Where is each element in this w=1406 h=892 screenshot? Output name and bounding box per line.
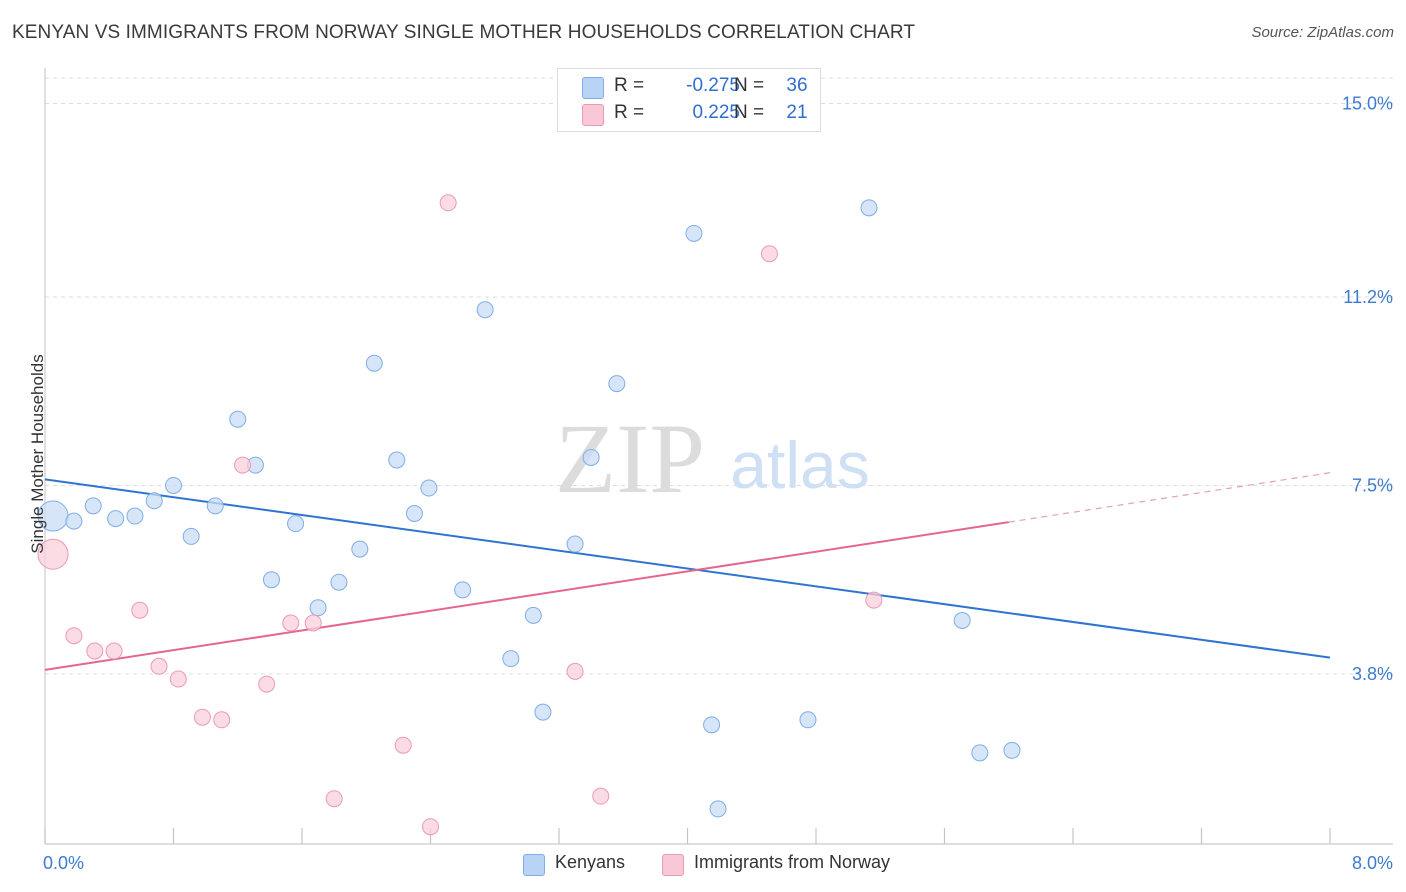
kenyans-point [351,540,369,558]
norway-point [282,614,300,632]
correlation-legend: R = -0.275 N = 36 R = 0.225 N = 21 [557,68,821,132]
legend-swatch-norway [582,104,604,126]
norway-point [865,591,883,609]
legend-r-label: R = [614,75,645,96]
kenyans-point [365,354,383,372]
norway-trend-line [44,521,1009,671]
norway-point [258,675,276,693]
norway-point [760,245,778,263]
kenyans-point [330,573,348,591]
watermark-zip: ZIP [555,403,705,514]
kenyans-point [107,510,125,528]
norway-point [234,456,252,474]
kenyans-point [126,507,144,525]
kenyans-point [420,479,438,497]
legend-n-value: 21 [786,102,808,123]
norway-point [37,538,69,570]
kenyans-point [502,650,520,668]
norway-point [169,670,187,688]
norway-point [131,601,149,619]
bottom-legend-label: Immigrants from Norway [694,852,891,872]
bottom-legend-label: Kenyans [555,852,626,872]
kenyans-point [145,492,163,510]
y-axis-label: Single Mother Households [28,354,47,554]
norway-point [105,642,123,660]
data-points [37,194,1021,836]
watermark-atlas: atlas [730,428,869,502]
norway-point [65,627,83,645]
norway-trend-extension [1008,472,1331,523]
y-tick-label: 7.5% [1352,475,1393,495]
kenyans-point [65,512,83,530]
y-tick-label: 3.8% [1352,664,1393,684]
kenyans-trend-line [44,478,1331,659]
kenyans-point [165,476,182,494]
chart-title: KENYAN VS IMMIGRANTS FROM NORWAY SINGLE … [12,22,916,43]
legend-r-value: -0.275 [686,75,740,96]
bottom-legend-swatch-kenyans [523,854,545,876]
norway-point [193,708,211,726]
trend-lines [44,472,1331,671]
norway-point [439,194,457,212]
kenyans-point [206,497,224,515]
kenyans-point [405,504,423,522]
legend-n-value: 36 [786,75,808,96]
kenyans-point [84,497,102,515]
legend-r-label: R = [614,102,645,123]
norway-point [213,711,231,729]
kenyans-point [582,448,600,466]
norway-point [325,790,343,808]
norway-point [304,614,322,632]
norway-point [422,818,439,836]
legend-r-value: 0.225 [692,102,740,123]
legend-n-label: N = [734,102,765,123]
kenyans-point [524,606,542,624]
watermark: ZIP atlas [555,403,870,514]
bottom-legend-swatch-norway [662,854,684,876]
kenyans-point [608,375,626,393]
norway-point [592,787,610,805]
x-tick-label: 8.0% [1352,853,1393,873]
y-tick-label: 15.0% [1342,93,1393,113]
kenyans-point [229,410,247,428]
kenyans-point [799,711,817,729]
kenyans-point [971,744,989,762]
norway-point [566,662,584,680]
kenyans-point [476,301,494,319]
norway-point [86,642,104,660]
kenyans-point [388,451,406,469]
kenyans-point [709,800,727,818]
kenyans-point [953,611,971,629]
legend-n-label: N = [734,75,765,96]
x-tick-label: 0.0% [43,853,84,873]
kenyans-point [860,199,878,217]
kenyans-point [534,703,552,721]
gridlines [45,77,1393,675]
legend-swatch-kenyans [582,77,604,99]
kenyans-point [566,535,584,553]
norway-point [150,657,168,675]
norway-point [394,736,412,754]
kenyans-point [262,571,280,589]
kenyans-point [454,581,472,599]
kenyans-point [1003,741,1021,759]
kenyans-point [309,599,327,617]
axes [44,68,1393,845]
kenyans-point [287,515,305,533]
tick-labels: 3.8% 7.5% 11.2% 15.0% 0.0% 8.0% [43,93,1393,873]
kenyans-point [182,527,200,545]
source-label: Source: ZipAtlas.com [1251,24,1394,41]
kenyans-point [685,224,703,242]
kenyans-point [703,716,721,734]
y-tick-label: 11.2% [1343,287,1393,307]
